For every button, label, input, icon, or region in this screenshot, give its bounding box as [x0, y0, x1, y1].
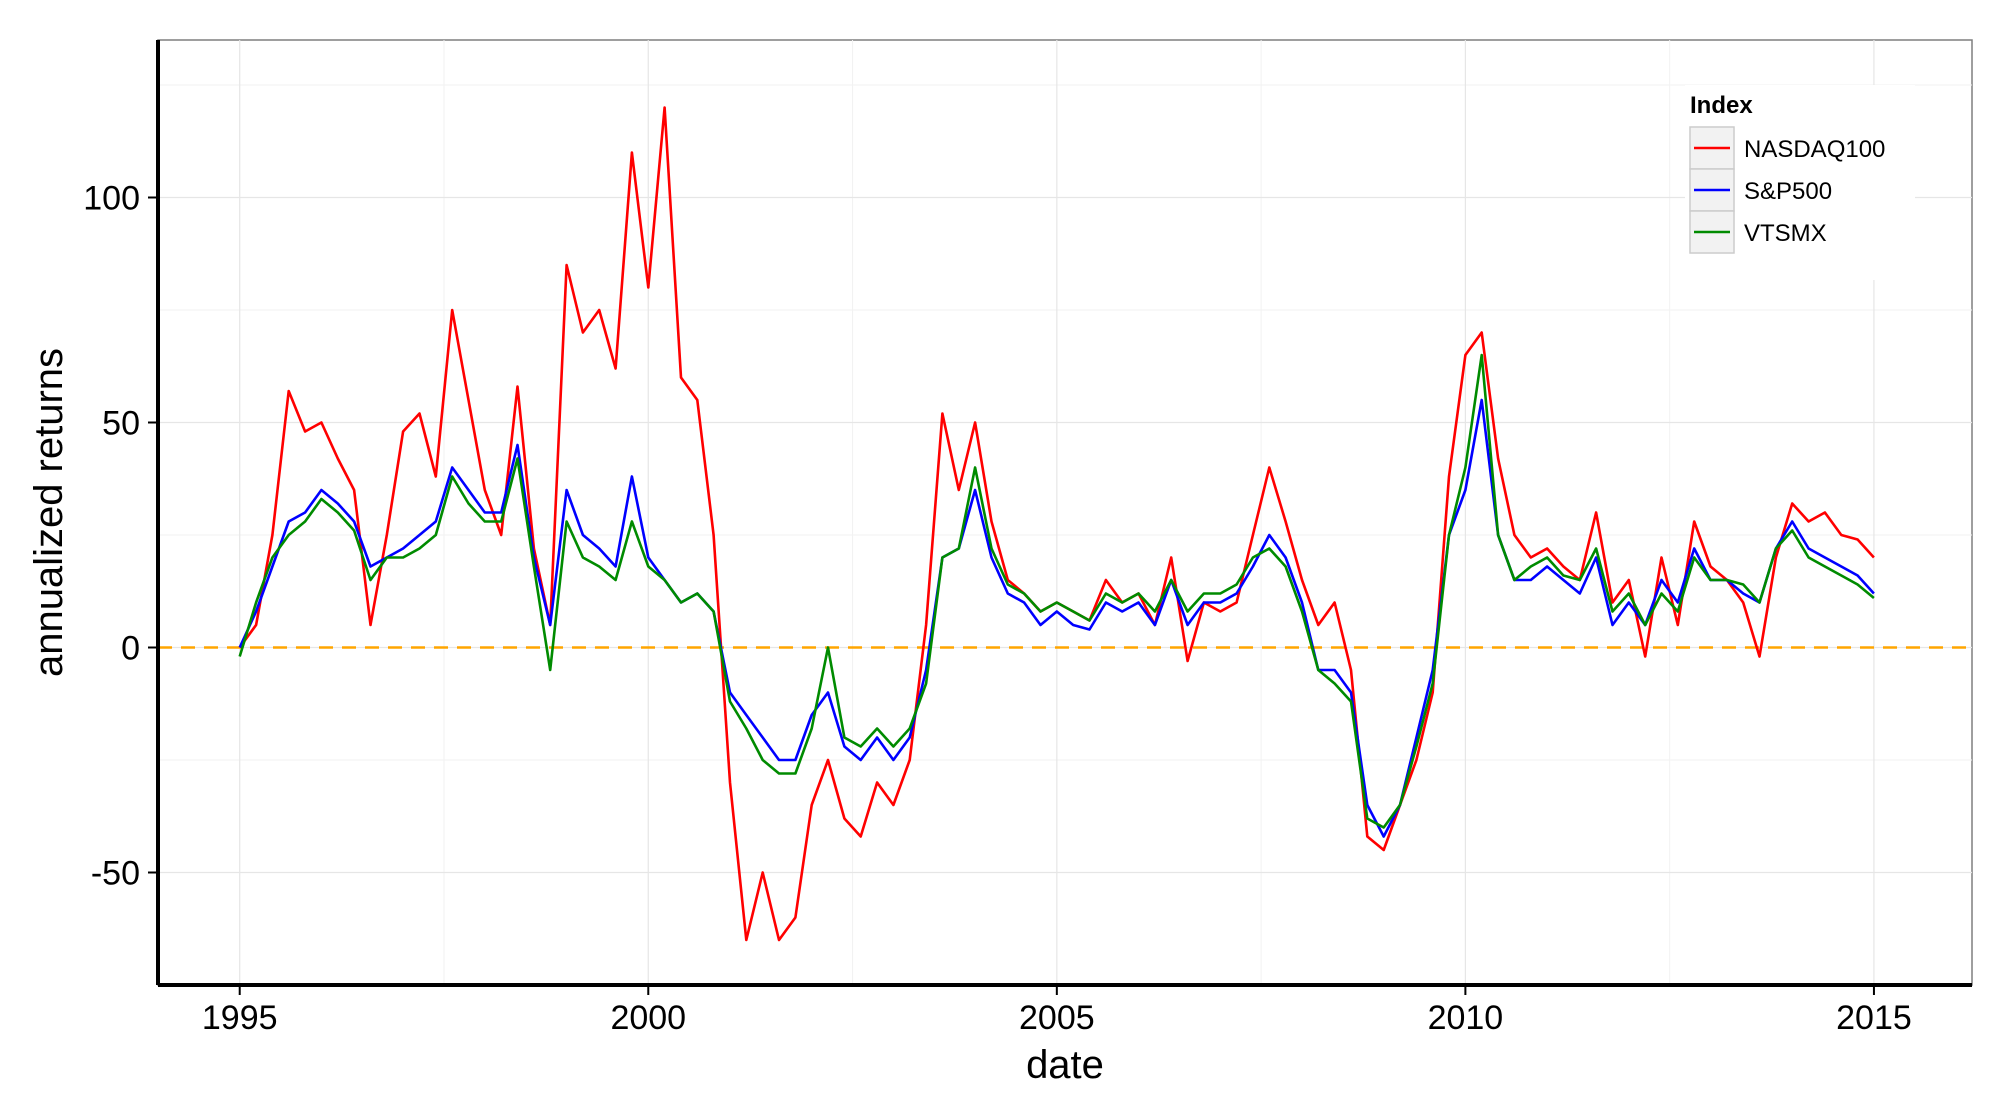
- tick-labels: 1995 2000 2005 2010 2015 -50 0 50 100: [83, 180, 1912, 1038]
- x-tick-label: 2000: [610, 999, 686, 1037]
- x-tick-label: 2010: [1428, 999, 1504, 1037]
- y-axis-title: annualized returns: [27, 348, 71, 677]
- legend: Index NASDAQ100 S&P500 VTSMX: [1685, 85, 1915, 280]
- series-line-vtsmx: [238, 353, 1875, 829]
- series-line-s-p500: [238, 398, 1875, 838]
- legend-label-s-p500: S&P500: [1744, 178, 1832, 205]
- x-tick-label: 1995: [202, 999, 278, 1037]
- x-axis-title: date: [1026, 1043, 1104, 1087]
- y-tick-label: 50: [102, 405, 140, 443]
- series-group: [238, 106, 1875, 942]
- grid-lines: [157, 39, 1973, 986]
- x-tick-label: 2005: [1019, 999, 1095, 1037]
- x-tick-label: 2015: [1836, 999, 1912, 1037]
- y-tick-label: 100: [83, 180, 140, 218]
- legend-label-vtsmx: VTSMX: [1744, 220, 1827, 247]
- legend-items: NASDAQ100 S&P500 VTSMX: [1689, 126, 1885, 254]
- y-tick-label: 0: [121, 630, 140, 668]
- legend-label-nasdaq100: NASDAQ100: [1744, 136, 1885, 163]
- legend-title: Index: [1690, 92, 1753, 119]
- y-tick-label: -50: [91, 855, 140, 893]
